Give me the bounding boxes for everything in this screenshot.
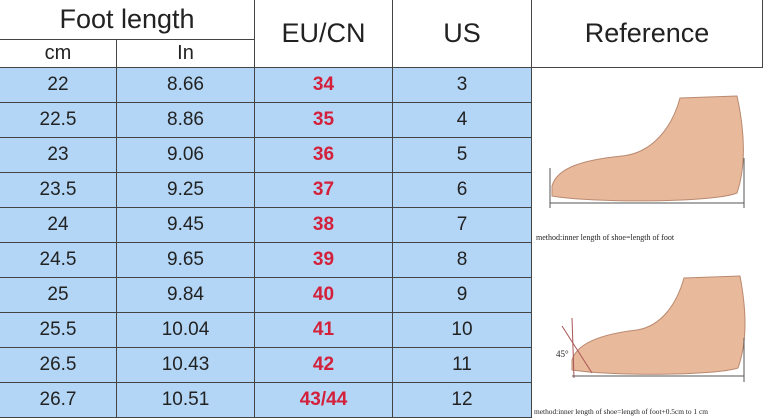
table-cell: 22 bbox=[0, 68, 117, 103]
table-cell: 38 bbox=[255, 208, 393, 243]
table-cell: 9.65 bbox=[117, 243, 255, 278]
table-cell: 10.51 bbox=[117, 383, 255, 418]
table-cell: 9 bbox=[393, 278, 532, 313]
header-cell: In bbox=[117, 40, 255, 68]
table-cell: 39 bbox=[255, 243, 393, 278]
table-cell: 25 bbox=[0, 278, 117, 313]
table-cell: 25.5 bbox=[0, 313, 117, 348]
table-cell: 22.5 bbox=[0, 103, 117, 138]
reference-images bbox=[549, 95, 746, 382]
table-cell: 10.43 bbox=[117, 348, 255, 383]
table-cell: 5 bbox=[393, 138, 532, 173]
table-cell: 9.25 bbox=[117, 173, 255, 208]
caption: 45° bbox=[556, 349, 569, 359]
table-cell: 7 bbox=[393, 208, 532, 243]
table-cell: 9.84 bbox=[117, 278, 255, 313]
table-cell: 8.86 bbox=[117, 103, 255, 138]
table-cell: 40 bbox=[255, 278, 393, 313]
table-cell: 26.7 bbox=[0, 383, 117, 418]
table-cell: 8 bbox=[393, 243, 532, 278]
table-cell: 11 bbox=[393, 348, 532, 383]
table-cell: 23 bbox=[0, 138, 117, 173]
table-cell: 24 bbox=[0, 208, 117, 243]
table-cell: 3 bbox=[393, 68, 532, 103]
table-cell: 9.45 bbox=[117, 208, 255, 243]
caption: method:inner length of shoe=length of fo… bbox=[536, 233, 675, 242]
foot-illustration bbox=[549, 95, 745, 208]
table-cell: 10.04 bbox=[117, 313, 255, 348]
table-cell: 36 bbox=[255, 138, 393, 173]
table-cell: 4 bbox=[393, 103, 532, 138]
foot-illustration bbox=[561, 275, 746, 382]
table-cell: 34 bbox=[255, 68, 393, 103]
table-cell: 8.66 bbox=[117, 68, 255, 103]
table-cell: 23.5 bbox=[0, 173, 117, 208]
table-cell: 42 bbox=[255, 348, 393, 383]
caption: method:inner length of shoe=length of fo… bbox=[534, 407, 708, 416]
header-cell: cm bbox=[0, 40, 117, 68]
table-cell: 26.5 bbox=[0, 348, 117, 383]
table-cell: 43/44 bbox=[255, 383, 393, 418]
table-cell: 37 bbox=[255, 173, 393, 208]
table-cell: 24.5 bbox=[0, 243, 117, 278]
table-cell: 35 bbox=[255, 103, 393, 138]
header-cell: EU/CN bbox=[255, 0, 393, 68]
table-cell: 41 bbox=[255, 313, 393, 348]
header-cell: US bbox=[393, 0, 532, 68]
header-cell: Reference bbox=[532, 0, 763, 68]
table-cell: 9.06 bbox=[117, 138, 255, 173]
header-cell: Foot length bbox=[0, 0, 255, 40]
table-cell: 12 bbox=[393, 383, 532, 418]
table-cell: 6 bbox=[393, 173, 532, 208]
table-cell: 10 bbox=[393, 313, 532, 348]
